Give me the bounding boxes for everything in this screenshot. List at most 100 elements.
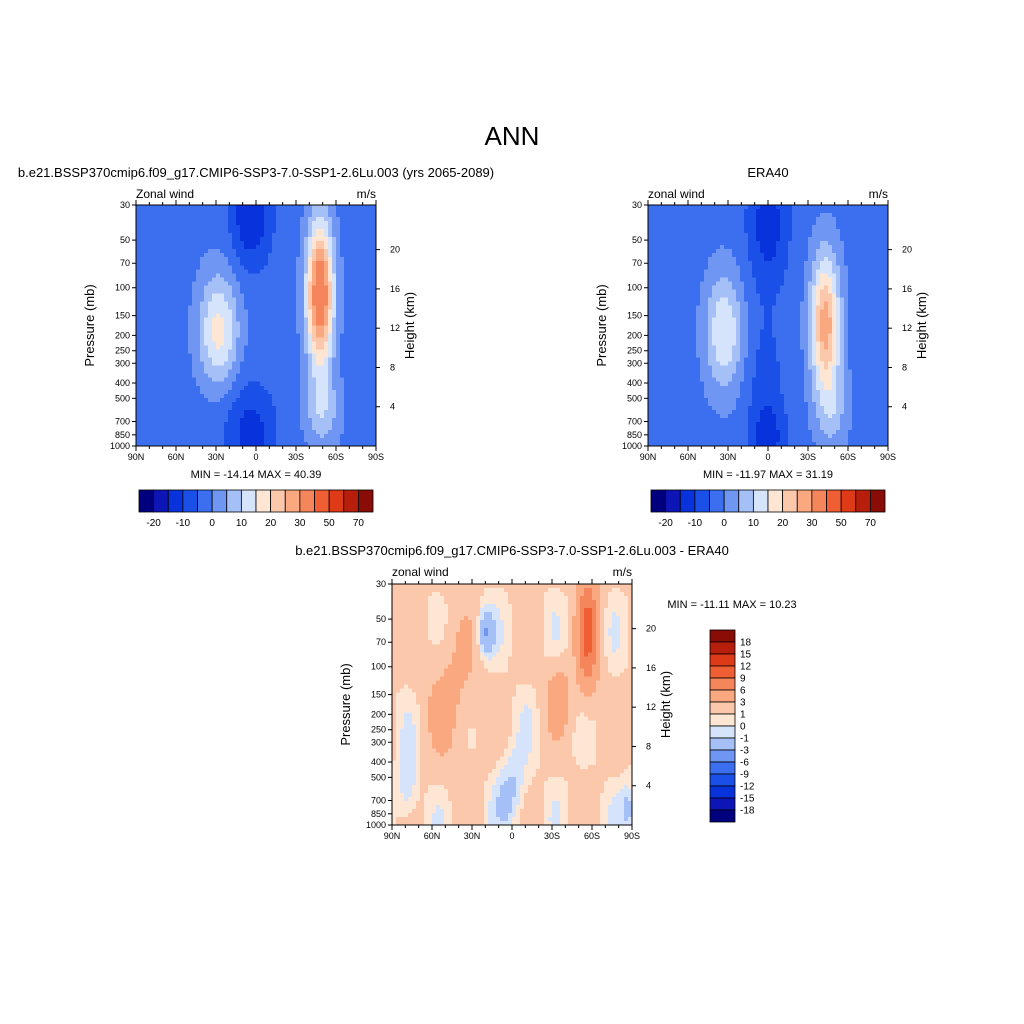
contour-cell bbox=[140, 221, 145, 226]
contour-cell bbox=[248, 269, 253, 274]
contour-cell bbox=[724, 373, 729, 379]
contour-cell bbox=[240, 257, 245, 262]
contour-cell bbox=[368, 229, 373, 234]
contour-cell bbox=[308, 361, 313, 367]
contour-cell bbox=[188, 441, 193, 447]
contour-cell bbox=[360, 245, 365, 250]
contour-cell bbox=[232, 373, 237, 379]
y-tick-label: 100 bbox=[115, 283, 130, 293]
contour-cell bbox=[168, 301, 173, 307]
contour-cell bbox=[336, 401, 341, 407]
contour-cell bbox=[284, 301, 289, 307]
contour-cell bbox=[168, 437, 173, 443]
contour-cell bbox=[228, 425, 233, 431]
contour-cell bbox=[256, 301, 261, 307]
contour-cell bbox=[352, 333, 357, 339]
contour-cell bbox=[200, 433, 205, 439]
contour-cell bbox=[712, 409, 717, 415]
contour-cell bbox=[356, 333, 361, 339]
contour-cell bbox=[656, 377, 661, 383]
contour-cell bbox=[248, 273, 253, 278]
contour-cell bbox=[364, 237, 369, 242]
contour-cell bbox=[188, 261, 193, 266]
contour-cell bbox=[196, 337, 201, 343]
contour-cell bbox=[664, 349, 669, 355]
contour-cell bbox=[712, 401, 717, 407]
contour-cell bbox=[324, 417, 329, 423]
contour-cell bbox=[276, 413, 281, 419]
contour-cell bbox=[320, 213, 325, 218]
contour-cell bbox=[152, 349, 157, 355]
contour-cell bbox=[684, 297, 689, 302]
contour-cell bbox=[652, 217, 657, 222]
contour-cell bbox=[292, 249, 297, 254]
contour-cell bbox=[228, 209, 233, 214]
contour-cell bbox=[232, 441, 237, 447]
contour-cell bbox=[648, 249, 653, 254]
contour-cell bbox=[192, 301, 197, 307]
contour-cell bbox=[360, 341, 365, 347]
contour-cell bbox=[652, 361, 657, 367]
contour-cell bbox=[192, 385, 197, 391]
contour-cell bbox=[344, 409, 349, 415]
contour-cell bbox=[224, 241, 229, 246]
contour-cell bbox=[652, 349, 657, 355]
contour-cell bbox=[680, 357, 685, 363]
contour-cell bbox=[688, 325, 693, 331]
contour-cell bbox=[300, 409, 305, 415]
contour-cell bbox=[700, 253, 705, 258]
contour-cell bbox=[232, 421, 237, 427]
contour-cell bbox=[280, 313, 285, 319]
contour-cell bbox=[352, 301, 357, 307]
contour-cell bbox=[696, 257, 701, 262]
contour-cell bbox=[684, 217, 689, 222]
contour-cell bbox=[136, 321, 141, 327]
contour-cell bbox=[656, 277, 661, 282]
contour-cell bbox=[668, 373, 673, 379]
contour-cell bbox=[264, 337, 269, 343]
contour-cell bbox=[704, 213, 709, 218]
contour-cell bbox=[216, 209, 221, 214]
contour-cell bbox=[660, 317, 665, 323]
contour-cell bbox=[648, 253, 653, 258]
contour-cell bbox=[352, 245, 357, 250]
contour-cell bbox=[652, 301, 657, 307]
contour-cell bbox=[368, 357, 373, 363]
contour-cell bbox=[196, 293, 201, 298]
contour-cell bbox=[144, 237, 149, 242]
contour-cell bbox=[180, 213, 185, 218]
contour-cell bbox=[332, 325, 337, 331]
contour-cell bbox=[364, 441, 369, 447]
contour-cell bbox=[680, 317, 685, 323]
contour-cell bbox=[160, 317, 165, 323]
contour-cell bbox=[372, 397, 377, 403]
contour-cell bbox=[148, 441, 153, 447]
contour-cell bbox=[216, 237, 221, 242]
contour-cell bbox=[724, 221, 729, 226]
y-tick-label: 250 bbox=[115, 346, 130, 356]
contour-cell bbox=[708, 401, 713, 407]
contour-cell bbox=[656, 317, 661, 323]
contour-cell bbox=[680, 289, 685, 294]
contour-cell bbox=[192, 341, 197, 347]
contour-cell bbox=[172, 409, 177, 415]
contour-cell bbox=[372, 233, 377, 238]
contour-cell bbox=[164, 353, 169, 359]
contour-cell bbox=[696, 261, 701, 266]
contour-cell bbox=[344, 237, 349, 242]
contour-cell bbox=[256, 373, 261, 379]
contour-cell bbox=[684, 221, 689, 226]
contour-cell bbox=[196, 305, 201, 311]
contour-cell bbox=[676, 345, 681, 351]
contour-cell bbox=[224, 421, 229, 427]
contour-cell bbox=[676, 209, 681, 214]
contour-cell bbox=[312, 249, 317, 254]
contour-cell bbox=[316, 397, 321, 403]
contour-cell bbox=[224, 353, 229, 359]
contour-cell bbox=[336, 417, 341, 423]
contour-cell bbox=[224, 365, 229, 371]
contour-cell bbox=[344, 425, 349, 431]
contour-cell bbox=[708, 281, 713, 286]
contour-cell bbox=[224, 413, 229, 419]
contour-cell bbox=[276, 357, 281, 363]
